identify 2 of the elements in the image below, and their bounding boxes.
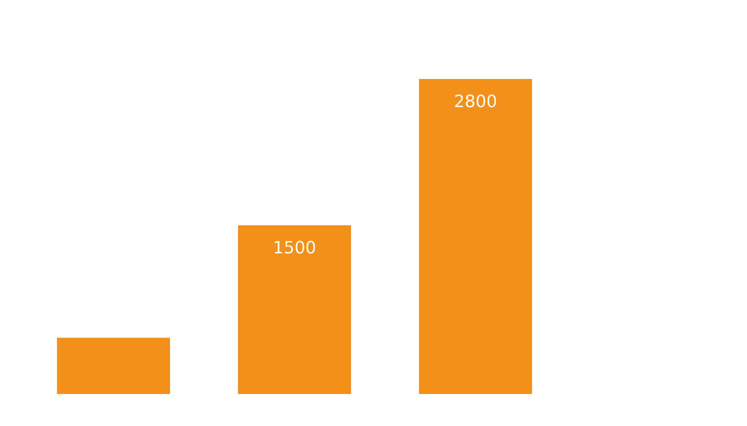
data-label: 2800	[455, 94, 496, 108]
data-label: 1500	[274, 240, 315, 254]
